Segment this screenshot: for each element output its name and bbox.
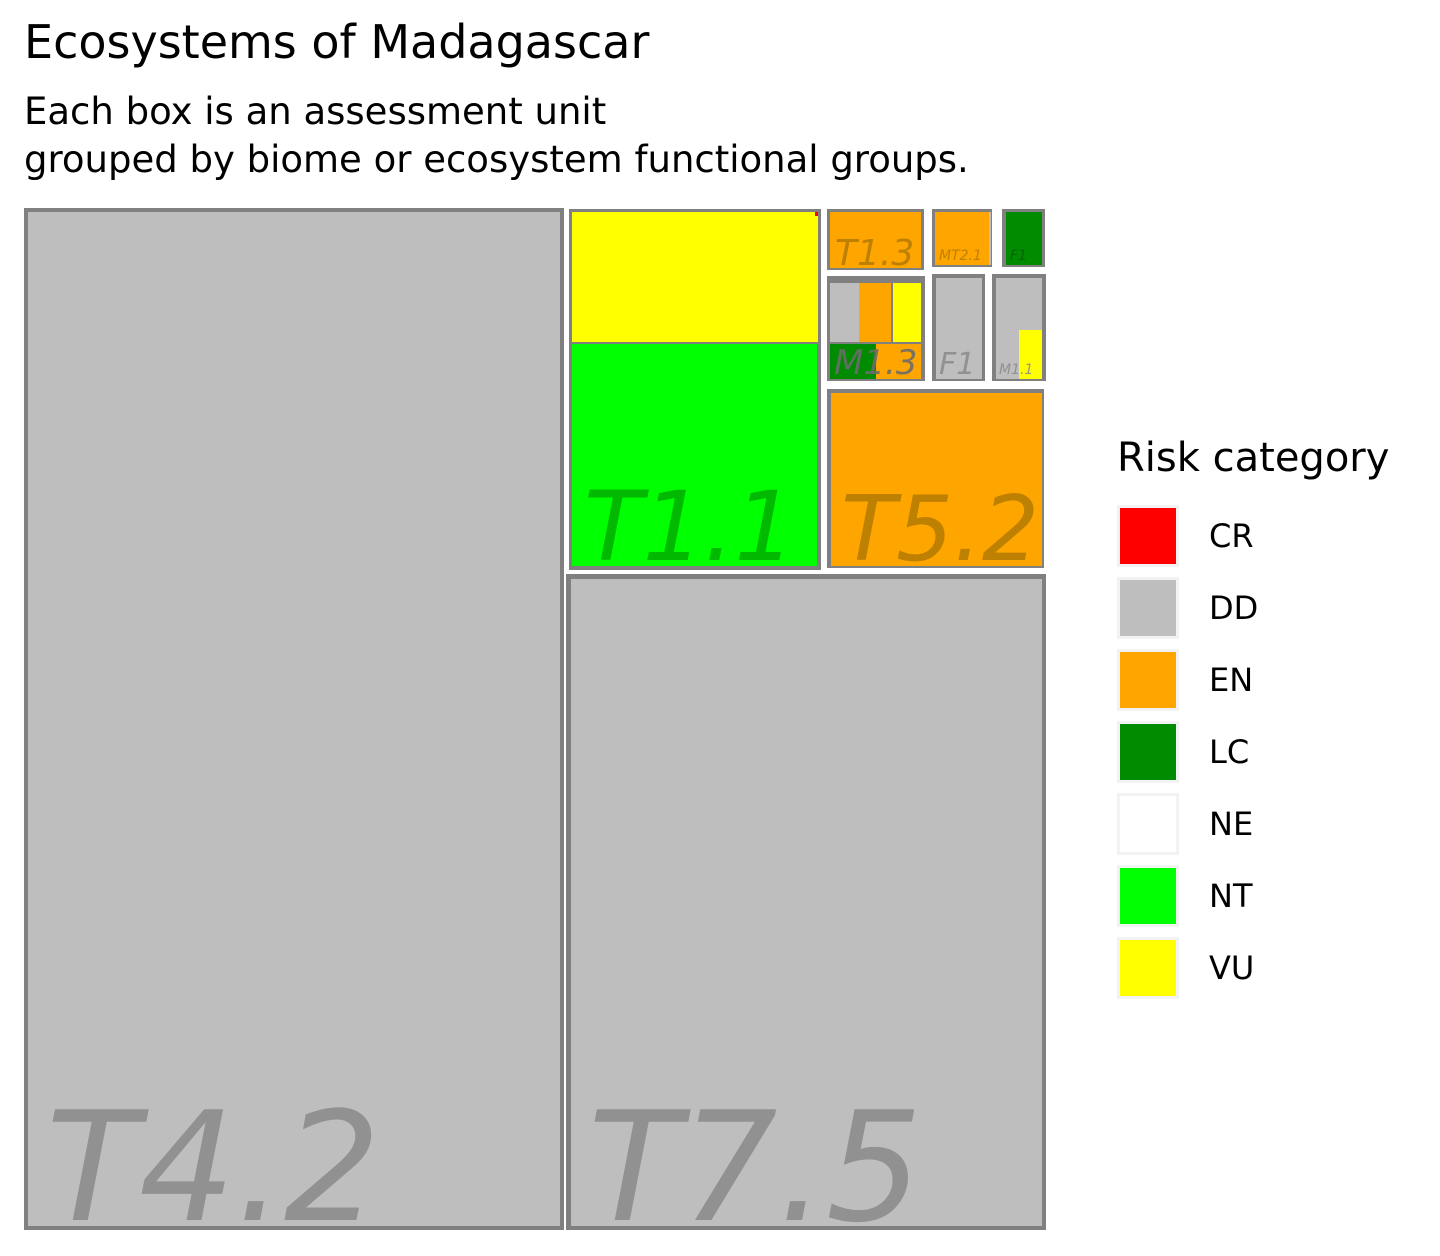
unit-t1-1-vu-3	[815, 216, 818, 342]
group-label-t7-5-1: T7.5	[588, 1079, 923, 1256]
unit-t1-3-en-0	[830, 212, 921, 268]
unit-t1-1-vu-0	[572, 212, 815, 342]
subtitle-line-1: Each box is an assessment unit	[24, 90, 607, 133]
group-t7-5-1	[566, 574, 1046, 1230]
group-label-mt2-1-5: MT2.1	[939, 248, 982, 264]
group-label-f1-6: F1	[939, 347, 975, 382]
group-label-f1-9: F1	[1010, 248, 1027, 264]
group-m1-3-7	[827, 276, 925, 381]
legend-item-lc: LC	[1117, 716, 1389, 788]
unit-t4-2-dd-0	[28, 212, 560, 1226]
legend-item-ne: NE	[1117, 788, 1389, 860]
legend-label-cr: CR	[1209, 517, 1254, 555]
unit-m1-3-lc-3	[830, 344, 876, 379]
group-m1-1-8	[992, 274, 1046, 381]
legend-label-en: EN	[1209, 661, 1254, 699]
legend-item-dd: DD	[1117, 572, 1389, 644]
group-f1-6	[932, 274, 985, 381]
legend-items: CR DD EN LC NE NT VU	[1117, 500, 1389, 1004]
legend-item-nt: NT	[1117, 860, 1389, 932]
legend-swatch-nt	[1117, 865, 1179, 927]
legend-label-vu: VU	[1209, 949, 1255, 987]
unit-mt2-1-en-0	[935, 212, 989, 265]
group-label-t1-1-2: T1.1	[584, 471, 795, 583]
group-t1-1-2	[569, 209, 821, 570]
legend-swatch-lc	[1117, 721, 1179, 783]
legend-item-cr: CR	[1117, 500, 1389, 572]
group-label-m1-3-7: M1.3	[834, 343, 917, 383]
chart-subtitle: Each box is an assessment unit grouped b…	[24, 88, 969, 184]
unit-m1-3-vu-2	[893, 283, 921, 342]
legend-item-vu: VU	[1117, 932, 1389, 1004]
group-label-m1-1-8: M1.1	[999, 362, 1033, 378]
group-mt2-1-5	[932, 209, 992, 267]
legend-title: Risk category	[1117, 435, 1390, 481]
treemap-groups	[24, 208, 1046, 1230]
legend-swatch-cr	[1117, 505, 1179, 567]
legend: Risk category CR DD EN LC NE NT VU	[1117, 432, 1389, 1004]
unit-m1-1-vu-1	[1019, 330, 1042, 379]
group-t5-2-3	[827, 389, 1044, 568]
legend-label-dd: DD	[1209, 589, 1259, 627]
group-f1-9	[1002, 209, 1045, 267]
unit-m1-3-dd-0	[830, 283, 859, 342]
treemap-labels: T4.2 T7.5 T1.1 T5.2 T1.3 MT2.1 F1 M1.3 M1.1 F1	[46, 233, 1039, 1256]
legend-item-en: EN	[1117, 644, 1389, 716]
legend-label-nt: NT	[1209, 877, 1253, 915]
unit-m1-3-en-1	[859, 283, 891, 342]
chart-title: Ecosystems of Madagascar	[24, 15, 650, 69]
legend-swatch-ne	[1117, 793, 1179, 855]
group-label-t4-2-0: T4.2	[46, 1079, 381, 1256]
unit-t1-1-nt-1	[572, 344, 817, 566]
legend-swatch-vu	[1117, 937, 1179, 999]
subtitle-line-2: grouped by biome or ecosystem functional…	[24, 138, 969, 181]
legend-label-lc: LC	[1209, 733, 1250, 771]
legend-label-ne: NE	[1209, 805, 1254, 843]
unit-f1-dd-0	[936, 278, 982, 379]
legend-swatch-en	[1117, 649, 1179, 711]
unit-t7-5-dd-0	[571, 579, 1042, 1226]
unit-m1-3-en-4	[876, 344, 921, 379]
unit-t5-2-en-0	[831, 393, 1042, 566]
legend-swatch-dd	[1117, 577, 1179, 639]
unit-mt2-1-dd-1	[989, 212, 991, 265]
group-label-t5-2-3: T5.2	[841, 477, 1039, 582]
group-t4-2-0	[24, 208, 564, 1230]
group-t1-3-4	[827, 209, 924, 270]
unit-f1-lc-0	[1006, 212, 1042, 265]
group-label-t1-3-4: T1.3	[835, 233, 914, 274]
unit-t1-1-cr-2	[815, 212, 818, 216]
